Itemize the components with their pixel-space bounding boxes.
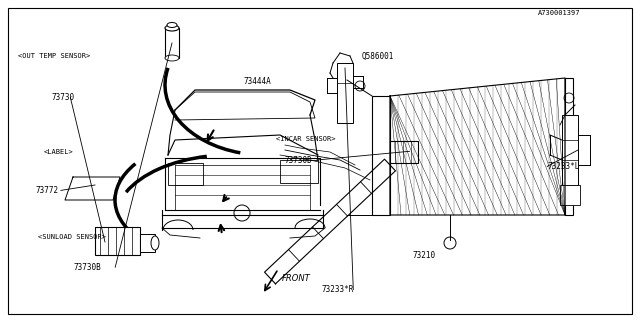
Bar [565,78,573,215]
Bar [95,227,140,255]
Text: FRONT: FRONT [282,274,310,283]
Ellipse shape [167,22,177,28]
Bar [165,28,179,58]
Text: 73444A: 73444A [243,77,271,86]
Text: <LABEL>: <LABEL> [44,149,73,155]
Bar [168,163,203,185]
Ellipse shape [151,236,159,250]
Bar [280,160,318,183]
Text: 73233*L: 73233*L [547,162,580,171]
Bar [560,185,580,205]
Ellipse shape [165,55,179,61]
Bar [372,96,390,215]
Text: 73730: 73730 [51,93,74,102]
Bar [390,141,417,163]
Text: 73730D: 73730D [285,156,312,164]
Text: A730001397: A730001397 [538,10,580,16]
Bar [562,115,578,185]
Bar [337,63,353,123]
Ellipse shape [165,25,179,31]
Text: 73730B: 73730B [74,263,101,272]
Bar [140,234,155,252]
Text: Q586001: Q586001 [362,52,394,60]
Text: 73210: 73210 [413,252,436,260]
Text: <SUNLOAD SENSOR>: <SUNLOAD SENSOR> [38,234,106,240]
Text: <OUT TEMP SENSOR>: <OUT TEMP SENSOR> [18,53,90,59]
Text: 73772: 73772 [35,186,58,195]
Text: 73233*R: 73233*R [321,285,354,294]
Text: <INCAR SENSOR>: <INCAR SENSOR> [276,136,336,142]
